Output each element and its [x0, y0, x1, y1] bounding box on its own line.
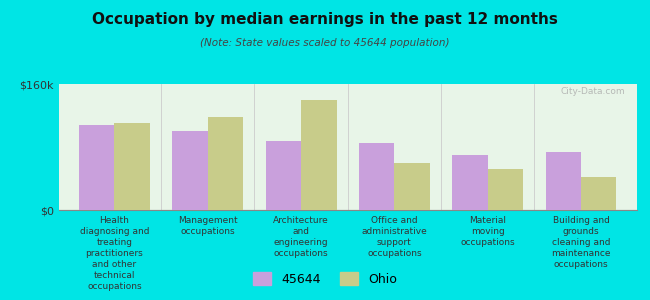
Bar: [452, 155, 488, 210]
Bar: [266, 141, 301, 210]
Bar: [79, 125, 114, 210]
Text: (Note: State values scaled to 45644 population): (Note: State values scaled to 45644 popu…: [200, 38, 450, 47]
Bar: [301, 100, 337, 210]
Text: Occupation by median earnings in the past 12 months: Occupation by median earnings in the pas…: [92, 12, 558, 27]
Bar: [395, 163, 430, 210]
Bar: [581, 177, 616, 210]
Bar: [545, 152, 581, 210]
Legend: 45644, Ohio: 45644, Ohio: [248, 267, 402, 291]
Bar: [172, 131, 208, 210]
Text: City-Data.com: City-Data.com: [561, 86, 625, 95]
Bar: [359, 143, 395, 210]
Bar: [208, 117, 243, 210]
Bar: [114, 123, 150, 210]
Bar: [488, 169, 523, 210]
